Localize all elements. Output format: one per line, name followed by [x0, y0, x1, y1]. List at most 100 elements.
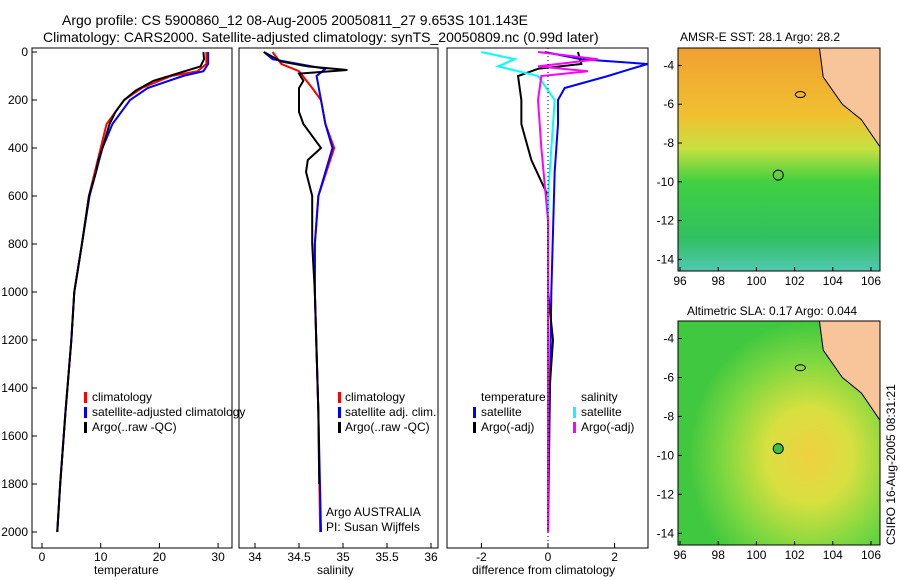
map-x-tick-label: 100: [746, 274, 766, 288]
map-y-tick-label: -8: [663, 136, 674, 150]
x-tick-label: 35: [336, 550, 350, 564]
x-tick-label: 34: [248, 550, 262, 564]
annotation-argo-australia: Argo AUSTRALIA: [326, 505, 421, 519]
legend-temp-argo: Argo(-adj): [481, 420, 535, 434]
legend-argo: Argo(..raw -QC): [92, 420, 177, 434]
series-line-argo-raw-qc-: [263, 51, 348, 485]
salinity-xlabel: salinity: [317, 563, 354, 577]
legend-climatology: climatology: [345, 390, 406, 404]
x-tick-label: 0: [545, 550, 552, 564]
legend-swatch: [473, 407, 476, 418]
map-x-tick-label: 100: [746, 548, 766, 562]
sla-map-title: Altimetric SLA: 0.17 Argo: 0.044: [687, 304, 858, 318]
y-tick-label: 1600: [1, 429, 28, 443]
map-x-tick-label: 96: [673, 274, 687, 288]
legend-sal-satellite: satellite: [581, 405, 622, 419]
legend-satellite: satellite-adjusted climatology: [92, 405, 246, 419]
y-tick-label: 200: [8, 93, 28, 107]
sst-map-title: AMSR-E SST: 28.1 Argo: 28.2: [680, 30, 841, 44]
x-tick-label: 34.5: [287, 550, 311, 564]
y-tick-label: 1000: [1, 285, 28, 299]
figure-title-line2: Climatology: CARS2000. Satellite-adjuste…: [43, 29, 599, 45]
legend-swatch: [338, 392, 341, 403]
map-y-tick-label: -4: [663, 58, 674, 72]
side-label: CSIRO 16-Aug-2005 08:31:21: [884, 384, 898, 545]
map-y-tick-label: -14: [657, 526, 675, 540]
series-group: [481, 51, 648, 533]
map-y-tick-label: -6: [663, 97, 674, 111]
map-frame: [677, 47, 881, 272]
y-tick-label: 600: [8, 189, 28, 203]
map-x-tick-label: 98: [712, 274, 726, 288]
series-line-salinity-satellite: [481, 51, 556, 532]
map-y-tick-label: -8: [663, 409, 674, 423]
map-y-tick-label: -14: [657, 252, 675, 266]
map-x-tick-label: 98: [712, 548, 726, 562]
legend-sal-argo: Argo(-adj): [581, 420, 635, 434]
map-x-tick-label: 104: [823, 548, 843, 562]
map-y-tick-label: -12: [657, 487, 675, 501]
map-x-tick-label: 96: [673, 548, 687, 562]
y-tick-label: 1800: [1, 477, 28, 491]
panel-frame: [31, 47, 233, 549]
island-outline: [794, 91, 806, 99]
legend-satellite: satellite adj. clim.: [345, 405, 437, 419]
map-y-tick-label: -4: [663, 332, 674, 346]
y-tick-label: 800: [8, 237, 28, 251]
panel-frame: [238, 47, 439, 549]
map-x-tick-label: 102: [785, 548, 805, 562]
legend-swatch: [84, 422, 87, 433]
map-x-tick-label: 106: [861, 274, 881, 288]
argo-position-marker: [772, 443, 784, 455]
y-tick-label: 1200: [1, 333, 28, 347]
temperature-xlabel: temperature: [94, 563, 159, 577]
x-tick-label: 2: [611, 550, 618, 564]
annotation-pi: PI: Susan Wijffels: [326, 520, 420, 534]
map-x-tick-label: 106: [861, 548, 881, 562]
legend-swatch: [338, 422, 341, 433]
legend-swatch: [84, 392, 87, 403]
y-tick-label: 2000: [1, 525, 28, 539]
y-tick-label: 1400: [1, 381, 28, 395]
x-tick-label: 30: [211, 550, 225, 564]
island-outline: [794, 364, 806, 372]
legend-swatch: [473, 422, 476, 433]
legend-swatch: [573, 422, 576, 433]
series-line-temperature-satellite: [544, 51, 648, 533]
x-tick-label: 35.5: [375, 550, 399, 564]
series-group: [56, 51, 210, 533]
map-y-tick-label: -10: [657, 175, 675, 189]
x-tick-label: 36: [424, 550, 438, 564]
legend-swatch: [84, 407, 87, 418]
argo-position-marker: [772, 169, 784, 181]
map-x-tick-label: 104: [823, 274, 843, 288]
map-y-tick-label: -10: [657, 448, 675, 462]
series-line-satellite-adj-clim-: [263, 51, 334, 533]
difference-xlabel: difference from climatology: [472, 563, 616, 577]
x-tick-label: -2: [476, 550, 487, 564]
series-line-salinity-argo-adj-: [537, 51, 599, 532]
series-group: [263, 51, 348, 533]
legend-swatch: [573, 407, 576, 418]
legend-temp-heading: temperature: [481, 390, 546, 404]
x-tick-label: 10: [94, 550, 108, 564]
x-tick-label: 20: [153, 550, 167, 564]
map-y-tick-label: -12: [657, 214, 675, 228]
y-tick-label: 0: [21, 45, 28, 59]
legend-sal-heading: salinity: [581, 390, 618, 404]
map-frame: [677, 320, 881, 546]
y-tick-label: 400: [8, 141, 28, 155]
series-line-satellite-adjusted-climatology: [56, 52, 210, 533]
legend-temp-satellite: satellite: [481, 405, 522, 419]
series-line-climatology: [56, 52, 208, 533]
legend-swatch: [338, 407, 341, 418]
x-tick-label: 0: [39, 550, 46, 564]
map-x-tick-label: 102: [785, 274, 805, 288]
series-line-argo-raw-qc-: [56, 51, 206, 533]
legend-climatology: climatology: [92, 390, 153, 404]
legend-argo: Argo(..raw -QC): [345, 420, 430, 434]
figure-title-line1: Argo profile: CS 5900860_12 08-Aug-2005 …: [62, 12, 529, 28]
map-y-tick-label: -6: [663, 370, 674, 384]
